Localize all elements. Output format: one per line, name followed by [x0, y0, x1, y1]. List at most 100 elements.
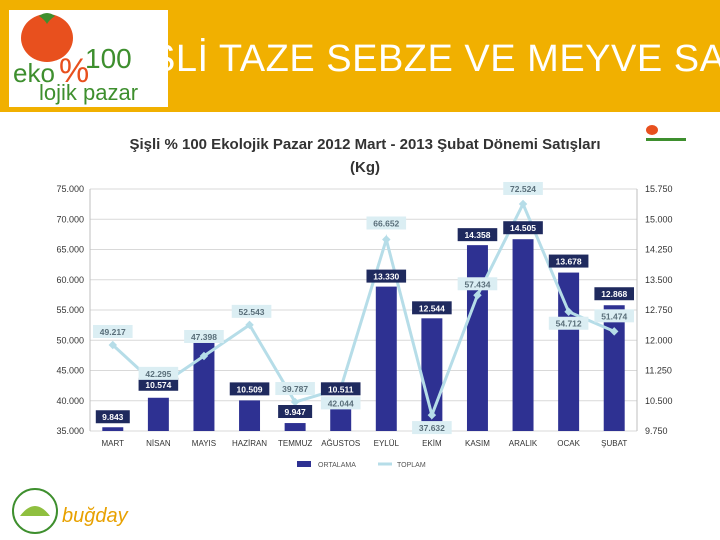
category-tick-label: OCAK: [557, 439, 580, 448]
bar-value-label: 13.678: [556, 257, 582, 267]
legend-bar-swatch: [297, 461, 311, 467]
legend-line-label: TOPLAM: [397, 462, 426, 469]
line-value-label-bg: [138, 366, 179, 380]
bar-value-label-bg: [95, 410, 130, 424]
bar: [558, 272, 580, 431]
line-value-label: 37.632: [419, 423, 445, 433]
bar-value-label-bg: [548, 254, 589, 268]
line-value-label: 66.652: [373, 219, 399, 229]
bar-value-label-bg: [457, 228, 498, 242]
line-value-label-bg: [594, 309, 635, 323]
line-value-label: 47.398: [191, 332, 217, 342]
bar-value-label-bg: [278, 405, 313, 418]
logo-eko-text: eko: [13, 58, 55, 88]
left-axis-tick-label: 60.000: [56, 275, 84, 285]
category-tick-label: KASIM: [465, 439, 490, 448]
line-point: [290, 397, 300, 407]
line-value-label: 39.787: [282, 384, 308, 394]
category-tick-label: ŞUBAT: [601, 439, 627, 448]
chart-subtitle: (Kg): [350, 159, 380, 176]
bar-value-label-bg: [138, 377, 179, 391]
left-axis-tick-label: 50.000: [56, 335, 84, 345]
left-axis-tick-label: 75.000: [56, 184, 84, 194]
bar-series: [102, 239, 625, 431]
ekolojik-pazar-logo: eko % 100 lojik pazar: [9, 10, 168, 107]
right-axis-tick-label: 12.750: [645, 305, 673, 315]
left-axis-tick-label: 40.000: [56, 396, 84, 406]
right-axis-tick-label: 11.250: [645, 366, 672, 376]
bar: [193, 338, 215, 431]
ekolojik-pazar-logo-graphic: eko % 100 lojik pazar: [13, 13, 138, 105]
left-axis-tick-label: 35.000: [56, 426, 84, 436]
line-value-label: 54.712: [556, 319, 582, 329]
left-axis-tick-label: 70.000: [56, 214, 84, 224]
category-tick-label: EKİM: [422, 439, 442, 448]
line-value-label-bg: [184, 329, 224, 343]
line-value-label: 72.524: [510, 184, 536, 194]
bar-value-label: 10.509: [237, 384, 263, 394]
category-tick-label: HAZİRAN: [232, 439, 267, 448]
bar: [603, 305, 625, 431]
bar-value-label: 14.505: [510, 223, 536, 233]
line-value-label: 49.217: [100, 327, 126, 337]
right-axis-tick-label: 9.750: [645, 426, 668, 436]
line-value-label-bg: [275, 382, 315, 396]
bar-value-label-bg: [594, 287, 635, 301]
bar-value-label-bg: [366, 269, 407, 283]
line-value-label-bg: [320, 396, 361, 410]
right-axis-tick-label: 12.000: [645, 335, 673, 345]
legend-bar-label: ORTALAMA: [318, 462, 356, 469]
bar: [466, 245, 488, 431]
bar: [284, 423, 306, 431]
bar-value-label-bg: [503, 221, 543, 235]
category-tick-label: ARALIK: [509, 439, 538, 448]
bar-value-label: 9.843: [102, 412, 124, 422]
logo-percent-text: %: [59, 52, 89, 90]
bar-value-label: 14.358: [464, 230, 490, 240]
line-value-label: 52.543: [239, 307, 265, 317]
logo-100-text: 100: [85, 43, 132, 74]
slide-title: ŞLİ TAZE SEBZE VE MEYVE SATI: [150, 38, 720, 80]
left-axis-tick-label: 45.000: [56, 366, 84, 376]
data-labels: 9.843 10.574 10.509 9.947 10.511 13.330 12.544…: [92, 181, 635, 435]
line-point: [473, 291, 482, 300]
bar: [239, 400, 261, 431]
bar-value-label: 13.330: [373, 272, 399, 282]
category-tick-label: EYLÜL: [374, 439, 400, 448]
line-point: [427, 410, 437, 420]
line-value-label-bg: [503, 181, 543, 195]
line-point: [245, 320, 254, 330]
category-tick-label: TEMMUZ: [278, 439, 312, 448]
left-axis-tick-label: 65.000: [56, 245, 84, 255]
chart-axes: 35.000 40.000 45.000 50.000 55.000 60.000 65.0…: [56, 184, 672, 448]
bar-value-label: 10.511: [328, 384, 354, 394]
line-value-label: 42.295: [145, 369, 171, 379]
line-value-label-bg: [457, 277, 498, 291]
right-axis-tick-label: 14.250: [645, 245, 673, 255]
line-value-label: 51.474: [601, 311, 627, 321]
line-point: [108, 340, 118, 350]
logo-lojik-text: lojik pazar: [39, 80, 138, 105]
sales-chart: Şişli % 100 Ekolojik Pazar 2012 Mart - 2…: [12, 125, 686, 534]
bar-value-label-bg: [320, 382, 361, 396]
small-logo-mark: [646, 138, 686, 141]
bar: [375, 286, 397, 431]
bugday-emblem-icon: [12, 488, 58, 534]
chart-title: Şişli % 100 Ekolojik Pazar 2012 Mart - 2…: [129, 136, 600, 153]
bar: [147, 397, 169, 431]
bugday-logo: buğday: [12, 488, 129, 534]
category-tick-label: AĞUSTOS: [321, 439, 360, 448]
line-value-label-bg: [548, 316, 589, 330]
line-point: [609, 327, 619, 336]
category-tick-label: NİSAN: [146, 439, 171, 448]
line-value-label: 57.434: [464, 279, 490, 289]
tomato-leaf-icon: [39, 13, 55, 24]
bar-value-label: 10.574: [145, 380, 171, 390]
right-axis-tick-label: 10.500: [645, 396, 673, 406]
bar-value-label: 9.947: [284, 407, 306, 417]
chart-legend: ORTALAMA TOPLAM: [297, 461, 426, 469]
line-value-label-bg: [412, 421, 452, 435]
line-point: [199, 351, 209, 361]
line-value-label-bg: [92, 324, 133, 338]
